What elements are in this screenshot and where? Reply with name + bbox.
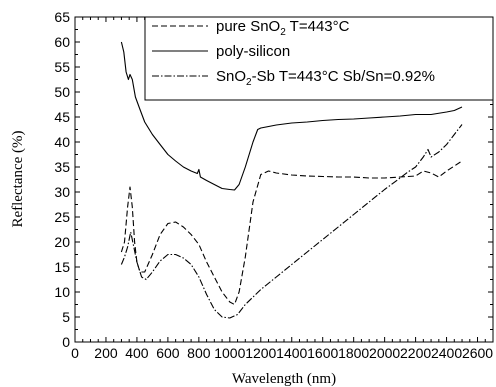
y-tick-label: 45: [54, 109, 70, 125]
y-tick-label: 15: [54, 259, 70, 275]
x-tick-label: 400: [125, 345, 149, 361]
y-tick-label: 30: [54, 184, 70, 200]
y-tick-label: 60: [54, 34, 70, 50]
y-tick-label: 10: [54, 284, 70, 300]
series-lines: [120, 41, 463, 319]
legend-label-2: poly-silicon: [216, 43, 290, 60]
x-tick-label: 800: [187, 345, 211, 361]
x-tick-label: 1200: [245, 345, 276, 361]
series-line-3: [120, 124, 463, 319]
axis-ticks: 0 200 400 600 800 1000 1200 1400 1600 1800 2000 220…: [54, 9, 494, 361]
legend-label-part: SnO: [216, 68, 246, 85]
legend-label-part: 2: [246, 77, 252, 88]
legend-label-3: SnO2-Sb T=443°C Sb/Sn=0.92%: [216, 68, 435, 88]
legend-label-part: 2: [280, 27, 286, 38]
y-tick-label: 55: [54, 59, 70, 75]
series-line-2: [120, 41, 463, 191]
x-tick-label: 0: [71, 345, 79, 361]
y-tick-label: 35: [54, 159, 70, 175]
x-tick-label: 2400: [431, 345, 462, 361]
y-tick-label: 65: [54, 9, 70, 25]
y-tick-label: 0: [62, 334, 70, 350]
y-tick-label: 50: [54, 84, 70, 100]
legend-label-part: -Sb T=443°C Sb/Sn=0.92%: [252, 68, 435, 85]
legend-label-part: T=443°C: [286, 18, 350, 35]
legend-box: [144, 16, 494, 101]
x-tick-label: 200: [94, 345, 118, 361]
x-tick-label: 1600: [307, 345, 338, 361]
x-tick-label: 2000: [369, 345, 400, 361]
y-tick-label: 25: [54, 209, 70, 225]
y-tick-label: 40: [54, 134, 70, 150]
x-tick-label: 600: [156, 345, 180, 361]
x-tick-label: 1400: [276, 345, 307, 361]
y-axis-title: Reflectance (%): [10, 130, 26, 227]
series-line-1: [120, 160, 463, 306]
legend-label-1: pure SnO2 T=443°C: [216, 18, 350, 38]
y-tick-label: 5: [62, 309, 70, 325]
x-tick-label: 2200: [400, 345, 431, 361]
legend-label-part: pure SnO: [216, 18, 280, 35]
y-tick-label: 20: [54, 234, 70, 250]
x-tick-label: 2600: [462, 345, 493, 361]
x-axis-title: Wavelength (nm): [232, 371, 336, 387]
x-tick-label: 1000: [214, 345, 245, 361]
x-tick-label: 1800: [338, 345, 369, 361]
legend-label-part: poly-silicon: [216, 43, 290, 60]
